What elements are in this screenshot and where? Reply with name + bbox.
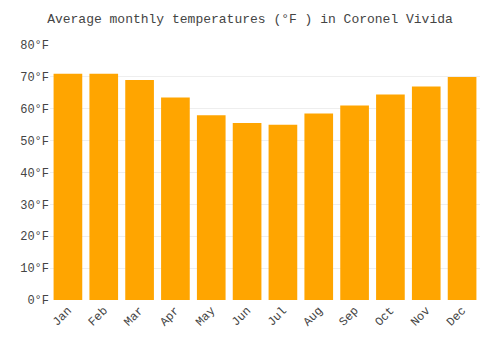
svg-text:Jul: Jul xyxy=(265,304,290,329)
svg-text:20°F: 20°F xyxy=(20,230,49,244)
svg-text:Jan: Jan xyxy=(50,304,75,329)
svg-text:Feb: Feb xyxy=(86,304,111,329)
svg-text:40°F: 40°F xyxy=(20,167,49,181)
svg-text:Dec: Dec xyxy=(444,304,469,329)
svg-text:Jun: Jun xyxy=(229,304,254,329)
svg-text:80°F: 80°F xyxy=(20,39,49,53)
svg-text:70°F: 70°F xyxy=(20,71,49,85)
svg-text:May: May xyxy=(193,304,218,329)
svg-text:Average monthly temperatures (: Average monthly temperatures (°F ) in Co… xyxy=(47,12,453,27)
svg-text:60°F: 60°F xyxy=(20,103,49,117)
svg-text:Sep: Sep xyxy=(336,304,361,329)
svg-text:Oct: Oct xyxy=(372,304,397,329)
svg-text:0°F: 0°F xyxy=(27,294,49,308)
svg-text:10°F: 10°F xyxy=(20,262,49,276)
svg-text:Nov: Nov xyxy=(408,304,433,329)
svg-text:50°F: 50°F xyxy=(20,135,49,149)
svg-text:Aug: Aug xyxy=(301,304,326,329)
svg-text:Apr: Apr xyxy=(157,304,182,329)
svg-text:Mar: Mar xyxy=(121,304,146,329)
svg-text:30°F: 30°F xyxy=(20,199,49,213)
